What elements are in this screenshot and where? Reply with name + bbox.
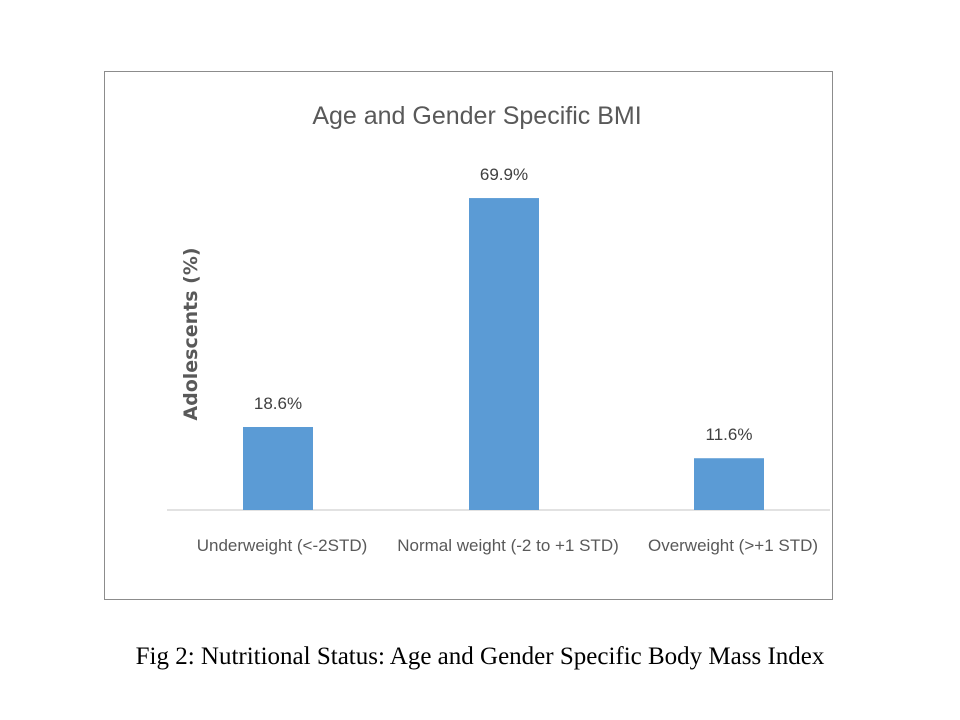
bar-3 (694, 458, 764, 510)
category-label-2: Normal weight (-2 to +1 STD) (397, 536, 619, 555)
data-label-3: 11.6% (706, 425, 753, 444)
data-label-2: 69.9% (480, 165, 528, 184)
bar-2 (469, 198, 539, 510)
category-label-3: Overweight (>+1 STD) (648, 536, 818, 555)
bar-chart: Age and Gender Specific BMI Adolescents … (167, 102, 830, 555)
chart-title: Age and Gender Specific BMI (312, 102, 641, 130)
figure-caption: Fig 2: Nutritional Status: Age and Gende… (135, 643, 825, 670)
bar-1 (243, 426, 313, 510)
chart-frame: Age and Gender Specific BMI Adolescents … (104, 71, 833, 600)
category-label-1: Underweight (<-2STD) (197, 536, 368, 555)
data-label-1: 18.6% (254, 394, 302, 413)
y-axis-label: Adolescents (%) (180, 247, 202, 420)
bars-layer: 18.6% Underweight (<-2STD) 69.9% Normal wei… (197, 165, 818, 555)
